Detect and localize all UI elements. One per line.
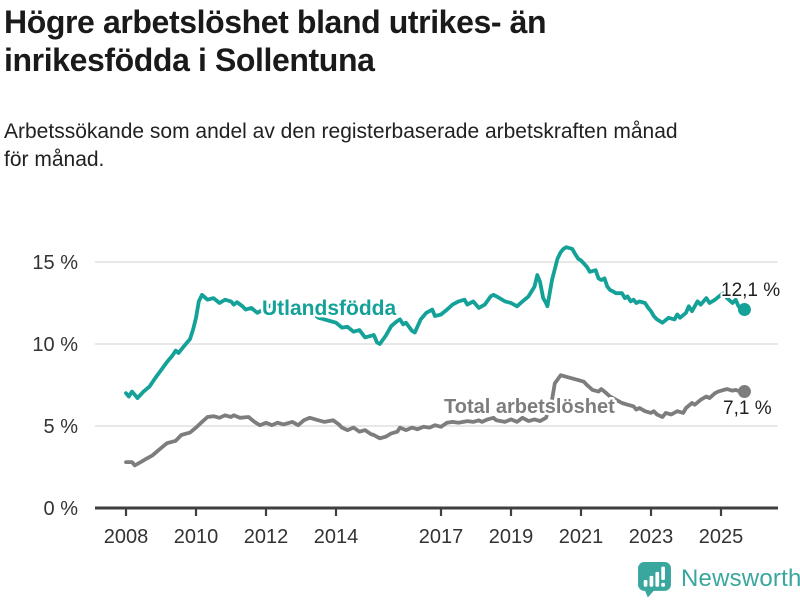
series-end-dot-total-arbetsl-shet xyxy=(737,385,751,399)
x-tick-label-2017: 2017 xyxy=(419,526,464,548)
x-tick-label-2021: 2021 xyxy=(559,526,604,548)
series-line-total-arbetsl-shet xyxy=(124,373,747,468)
x-tick-label-2012: 2012 xyxy=(244,526,289,548)
page-title: Högre arbetslöshet bland utrikes- än inri… xyxy=(4,4,547,80)
x-tick-label-2019: 2019 xyxy=(489,526,534,548)
x-tick-label-2025: 2025 xyxy=(699,526,744,548)
y-tick-label-0: 0 % xyxy=(44,498,79,520)
brand-footer: Newsworthy xyxy=(636,560,800,597)
series-label-total-arbetsl-shet: Total arbetslöshet xyxy=(444,396,615,418)
chart-subtitle: Arbetssökande som andel av den registerb… xyxy=(4,118,678,174)
series-line-utlandsf-dda xyxy=(124,245,747,400)
x-tick-label-2014: 2014 xyxy=(314,526,359,548)
series-label-utlandsf-dda: Utlandsfödda xyxy=(262,297,396,320)
series-end-value-utlandsf-dda: 12,1 % xyxy=(721,280,780,301)
series-end-value-total-arbetsl-shet: 7,1 % xyxy=(723,398,772,419)
subtitle-line-1: Arbetssökande som andel av den registerb… xyxy=(4,120,678,143)
y-tick-label-10: 10 % xyxy=(32,334,78,356)
x-tick-label-2008: 2008 xyxy=(104,526,149,548)
series-end-dot-utlandsf-dda xyxy=(737,303,751,317)
y-tick-label-15: 15 % xyxy=(32,252,78,274)
subtitle-line-2: för månad. xyxy=(4,148,105,172)
title-line-2: inrikesfödda i Sollentuna xyxy=(4,41,375,78)
brand-name: Newsworthy xyxy=(681,564,800,592)
y-tick-label-5: 5 % xyxy=(44,416,79,438)
x-tick-label-2010: 2010 xyxy=(174,526,219,548)
x-tick-label-2023: 2023 xyxy=(629,526,674,548)
bar-chart-speech-bubble-icon xyxy=(638,562,671,597)
title-line-1: Högre arbetslöshet bland utrikes- än xyxy=(4,4,547,40)
